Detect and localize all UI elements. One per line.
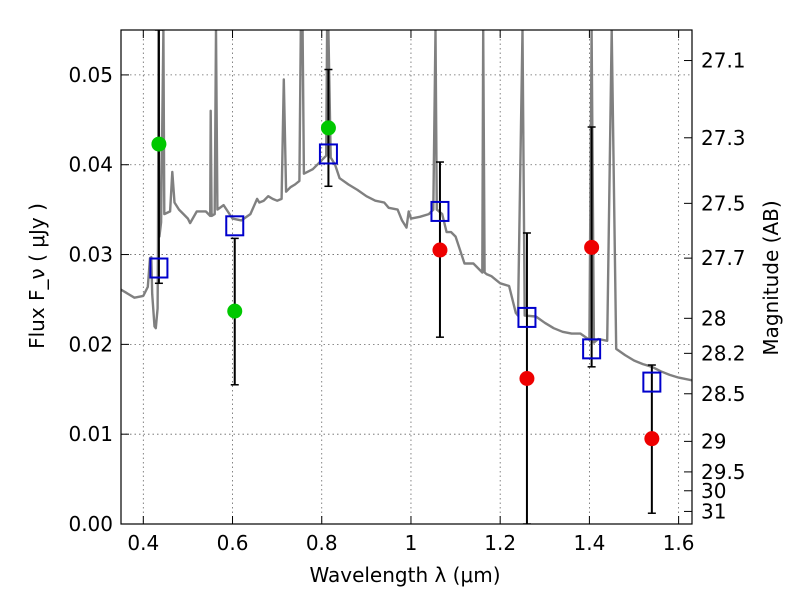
model-flux-square — [517, 306, 537, 328]
y-right-tick-label: 28.5 — [701, 382, 746, 406]
model-flux-square — [582, 338, 602, 360]
y-tick-label: 0.04 — [68, 153, 113, 177]
y-tick-label: 0.00 — [68, 512, 113, 536]
x-tick-label: 0.4 — [127, 531, 159, 555]
x-tick-label: 1.6 — [663, 531, 695, 555]
y-right-tick-label: 29.5 — [701, 460, 746, 484]
tick-labels: 0.4 0.6 0.8 1 1.2 1.4 1.6 0.00 0.01 0.02 0.03 0.04 0… — [68, 49, 745, 555]
y-right-tick-label: 28.2 — [701, 341, 746, 365]
model-flux-square — [225, 215, 245, 237]
x-tick-label: 1 — [405, 531, 418, 555]
error-bars — [154, 30, 656, 524]
y-tick-label: 0.02 — [68, 332, 113, 356]
axis-ticks — [121, 30, 692, 525]
observed-flux-point — [519, 370, 535, 386]
y-right-tick-label: 27.1 — [701, 49, 746, 73]
model-flux-square — [430, 200, 450, 222]
observed-flux-point — [320, 120, 336, 136]
y-right-tick-label: 29 — [701, 429, 726, 453]
x-axis-label: Wavelength λ (μm) — [309, 563, 500, 587]
x-tick-label: 0.8 — [306, 531, 338, 555]
y-tick-label: 0.03 — [68, 243, 113, 267]
observed-flux-point — [584, 239, 600, 255]
y-right-axis-label: Magnitude (AB) — [759, 200, 783, 355]
y-right-tick-label: 27.3 — [701, 126, 746, 150]
model-spectrum — [121, 30, 692, 382]
y-right-tick-label: 27.5 — [701, 191, 746, 215]
observed-flux-point — [432, 242, 448, 258]
y-right-tick-label: 31 — [701, 499, 726, 523]
y-right-tick-label: 30 — [701, 479, 726, 503]
observed-flux-point — [151, 136, 167, 152]
data-markers — [149, 120, 662, 447]
model-flux-square — [318, 143, 338, 165]
model-flux-square — [149, 257, 169, 279]
x-tick-label: 1.2 — [484, 531, 516, 555]
spectrum-line — [121, 30, 692, 382]
plot-frame — [120, 29, 693, 525]
y-axis-label: Flux F_ν ( μJy ) — [25, 203, 49, 349]
observed-flux-point — [644, 431, 660, 447]
x-tick-label: 1.4 — [573, 531, 605, 555]
x-tick-label: 0.6 — [217, 531, 249, 555]
y-tick-label: 0.05 — [68, 63, 113, 87]
observed-flux-point — [227, 303, 243, 319]
y-right-tick-label: 28 — [701, 306, 726, 330]
y-tick-label: 0.01 — [68, 422, 113, 446]
y-right-tick-label: 27.7 — [701, 246, 746, 270]
grid-lines — [121, 30, 692, 525]
model-flux-square — [642, 371, 662, 393]
